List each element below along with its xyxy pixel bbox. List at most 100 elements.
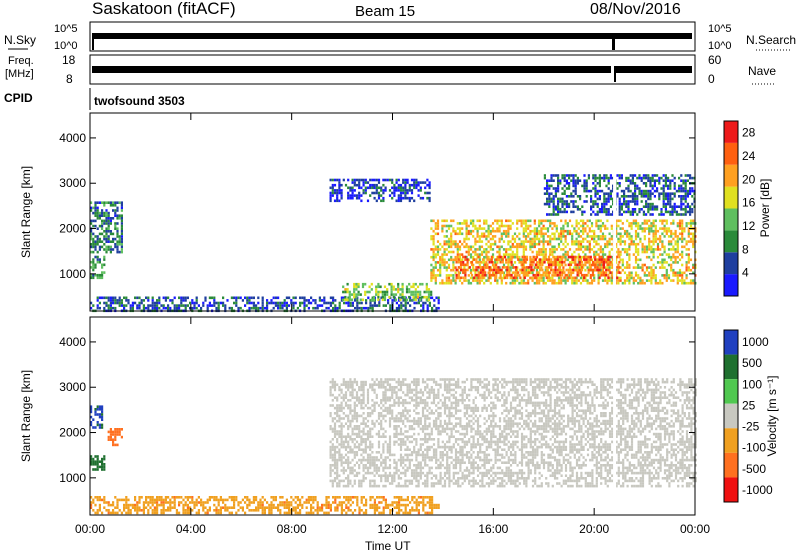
data-cell (347, 427, 350, 431)
data-cell (112, 509, 115, 512)
data-cell (549, 253, 552, 256)
data-cell (259, 506, 262, 509)
data-cell (441, 258, 444, 262)
data-cell (626, 266, 629, 269)
data-cell (568, 174, 571, 177)
data-cell (572, 179, 575, 182)
data-cell (307, 299, 310, 302)
data-cell (462, 260, 465, 264)
data-cell (377, 186, 381, 190)
data-cell (114, 299, 117, 302)
data-cell (98, 460, 101, 463)
data-cell (153, 304, 156, 307)
data-cell (112, 306, 115, 310)
data-cell (557, 208, 560, 211)
data-cell (507, 248, 510, 251)
data-cell (186, 496, 189, 499)
data-cell (96, 250, 99, 254)
data-cell (151, 498, 154, 502)
data-cell (502, 229, 506, 233)
data-cell (131, 306, 134, 310)
data-cell (436, 248, 440, 251)
data-cell (499, 276, 502, 280)
data-cell (406, 503, 409, 507)
data-cell (114, 245, 117, 249)
data-cell (373, 380, 376, 384)
data-cell (347, 464, 350, 467)
data-cell (477, 266, 480, 269)
data-cell (414, 295, 417, 299)
data-cell (653, 184, 656, 188)
data-cell (285, 301, 288, 305)
data-cell (632, 253, 635, 256)
data-cell (599, 224, 602, 228)
data-cell (366, 414, 370, 418)
data-cell (377, 290, 380, 294)
data-cell (621, 222, 624, 225)
data-cell (527, 268, 530, 272)
data-cell (576, 266, 579, 269)
data-cell (347, 451, 350, 454)
data-cell (566, 274, 569, 277)
data-cell (331, 427, 334, 431)
data-cell (277, 304, 280, 307)
data-cell (375, 466, 378, 470)
data-cell (360, 498, 363, 502)
data-cell (437, 503, 440, 507)
data-cell (98, 240, 101, 243)
data-cell (167, 496, 170, 499)
data-cell (351, 466, 354, 470)
data-cell (382, 511, 385, 515)
data-cell (463, 279, 466, 282)
data-cell (92, 457, 95, 461)
data-cell (114, 222, 117, 225)
data-cell (631, 195, 634, 198)
data-cell (645, 279, 649, 282)
data-cell (456, 245, 459, 249)
data-cell (362, 430, 365, 433)
data-cell (333, 396, 337, 399)
data-cell (358, 506, 361, 509)
data-cell (656, 187, 659, 190)
data-cell (619, 242, 622, 246)
data-cell (364, 282, 367, 286)
data-cell (116, 230, 119, 233)
data-cell (310, 503, 313, 507)
data-cell (591, 260, 595, 264)
data-cell (681, 219, 684, 223)
data-cell (360, 435, 363, 438)
data-cell (394, 288, 398, 291)
data-cell (654, 219, 657, 223)
data-cell (485, 222, 488, 225)
data-cell (342, 425, 345, 428)
data-cell (430, 235, 433, 238)
data-cell (353, 412, 356, 415)
data-cell (336, 399, 339, 402)
data-cell (357, 293, 360, 296)
data-cell (421, 196, 425, 200)
data-cell (432, 237, 435, 241)
data-cell (552, 200, 555, 203)
data-cell (617, 240, 620, 243)
data-cell (473, 258, 476, 261)
data-cell (450, 245, 453, 249)
data-cell (112, 237, 115, 241)
data-cell (195, 301, 198, 305)
data-cell (572, 268, 575, 272)
data-cell (468, 266, 471, 269)
data-cell (98, 224, 101, 228)
data-cell (494, 242, 497, 246)
data-cell (382, 178, 385, 182)
data-cell (596, 182, 599, 185)
data-cell (149, 498, 152, 502)
data-cell (325, 511, 328, 515)
data-cell (336, 477, 339, 480)
data-cell (432, 248, 435, 251)
data-cell (147, 511, 150, 515)
data-cell (369, 498, 372, 502)
data-cell (428, 181, 431, 184)
data-cell (90, 457, 93, 461)
data-cell (362, 178, 365, 182)
data-cell (516, 274, 519, 277)
